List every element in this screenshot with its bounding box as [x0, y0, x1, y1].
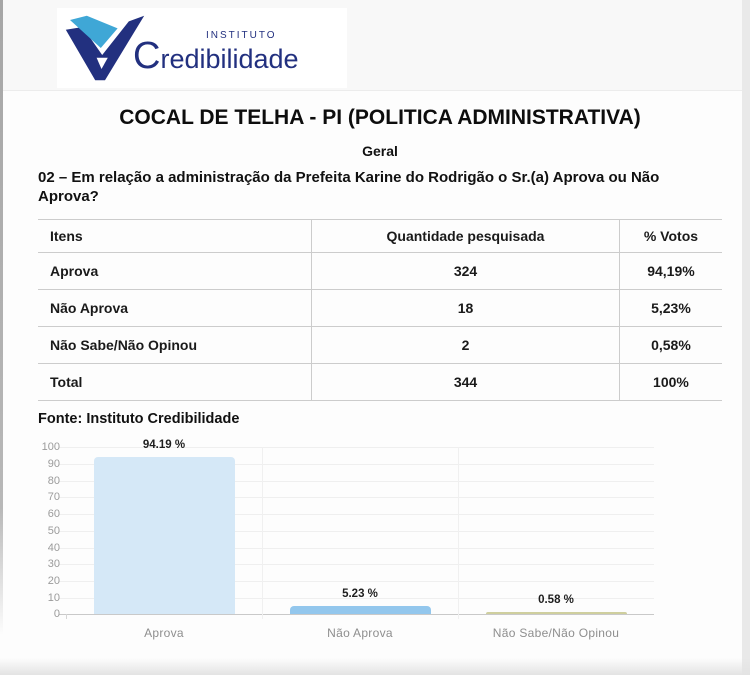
table-cell: 94,19% — [618, 252, 722, 291]
y-axis-tick-label: 90 — [47, 458, 60, 471]
bar — [93, 457, 235, 615]
gridline — [59, 547, 654, 549]
page-edge-left — [0, 0, 3, 635]
table-cell: Total — [38, 363, 312, 402]
table-cell: 5,23% — [618, 289, 722, 328]
y-axis-tick-label: 30 — [47, 558, 60, 571]
table-header-row: Itens Quantidade pesquisada% Votos — [38, 219, 722, 254]
y-axis-tick-label: 40 — [47, 541, 60, 554]
y-axis-tick-label: 100 — [41, 441, 60, 454]
bar — [289, 605, 431, 615]
table-cell: 18 — [311, 289, 620, 328]
y-axis-tick-label: 20 — [47, 574, 60, 587]
y-axis-tick-label: 80 — [47, 474, 60, 487]
x-axis-category-label: Não Aprova — [327, 626, 393, 641]
report-content: COCAL DE TELHA - PI (POLITICA ADMINISTRA… — [38, 100, 722, 649]
gridline — [59, 464, 654, 466]
results-table-head: Itens Quantidade pesquisada% Votos — [38, 219, 722, 254]
y-axis-stub — [66, 614, 67, 620]
gridline — [59, 597, 654, 599]
table-row: Não Aprova 18 5,23% — [38, 289, 722, 328]
table-cell: 2 — [311, 326, 620, 365]
logo-checkmark-icon — [65, 15, 145, 81]
table-cell: Não Aprova — [38, 289, 312, 328]
y-axis-tick-label: 10 — [47, 591, 60, 604]
bar-value-label: 0.58 % — [538, 594, 574, 607]
results-table: Itens Quantidade pesquisada% Votos Aprova… — [38, 219, 722, 402]
category-separator-line — [262, 447, 263, 620]
gridline — [59, 580, 654, 582]
table-row: Total 344 100% — [38, 363, 722, 402]
table-cell: Não Sabe/Não Opinou — [38, 326, 312, 365]
logo-wordmark: INSTITUTO Credibilidade — [133, 30, 299, 74]
logo-notch — [96, 57, 108, 69]
bar — [485, 612, 627, 615]
y-axis-tick-label: 0 — [53, 608, 60, 621]
table-cell: 324 — [311, 252, 620, 291]
page-edge-right — [742, 0, 750, 675]
gridline — [59, 480, 654, 482]
table-header-cell: % Votos — [618, 219, 722, 254]
table-row: Aprova 324 94,19% — [38, 252, 722, 291]
gridline — [59, 497, 654, 499]
page-title: COCAL DE TELHA - PI (POLITICA ADMINISTRA… — [119, 106, 641, 129]
gridline — [59, 530, 654, 532]
table-cell: 100% — [618, 363, 722, 402]
approval-bar-chart: 0 10 20 30 40 50 60 70 80 90 100 94.19 % Aprova 5.23 … — [28, 433, 728, 649]
results-table-body: Aprova 324 94,19% Não Aprova 18 5,23% Não Sabe… — [38, 252, 722, 402]
table-row: Não Sabe/Não Opinou 2 0,58% — [38, 326, 722, 365]
gridline — [59, 447, 654, 449]
page-edge-bottom — [0, 658, 750, 675]
table-cell: Aprova — [38, 252, 312, 291]
y-axis-tick-label: 50 — [47, 524, 60, 537]
institute-logo: INSTITUTO Credibilidade — [57, 8, 347, 88]
category-separator-line — [458, 447, 459, 620]
table-header-cell: Quantidade pesquisada — [311, 219, 620, 254]
logo-institute-text: INSTITUTO — [205, 30, 277, 41]
table-header-cell: Itens — [38, 219, 312, 254]
bar-value-label: 5.23 % — [342, 587, 378, 600]
table-cell: 344 — [311, 363, 620, 402]
gridline — [59, 514, 654, 516]
question-text: 02 – Em relação a administração da Prefe… — [38, 169, 660, 206]
source-note: Fonte: Instituto Credibilidade — [38, 411, 240, 428]
table-cell: 0,58% — [618, 326, 722, 365]
y-axis-tick-label: 70 — [47, 491, 60, 504]
logo-name-text: Credibilidade — [133, 35, 299, 77]
y-axis-tick-label: 60 — [47, 508, 60, 521]
gridline — [59, 564, 654, 566]
gridline — [59, 614, 654, 616]
x-axis-category-label: Aprova — [144, 626, 184, 641]
bar-value-label: 94.19 % — [142, 439, 186, 452]
x-axis-category-label: Não Sabe/Não Opinou — [492, 626, 620, 641]
section-subtitle: Geral — [362, 143, 398, 159]
